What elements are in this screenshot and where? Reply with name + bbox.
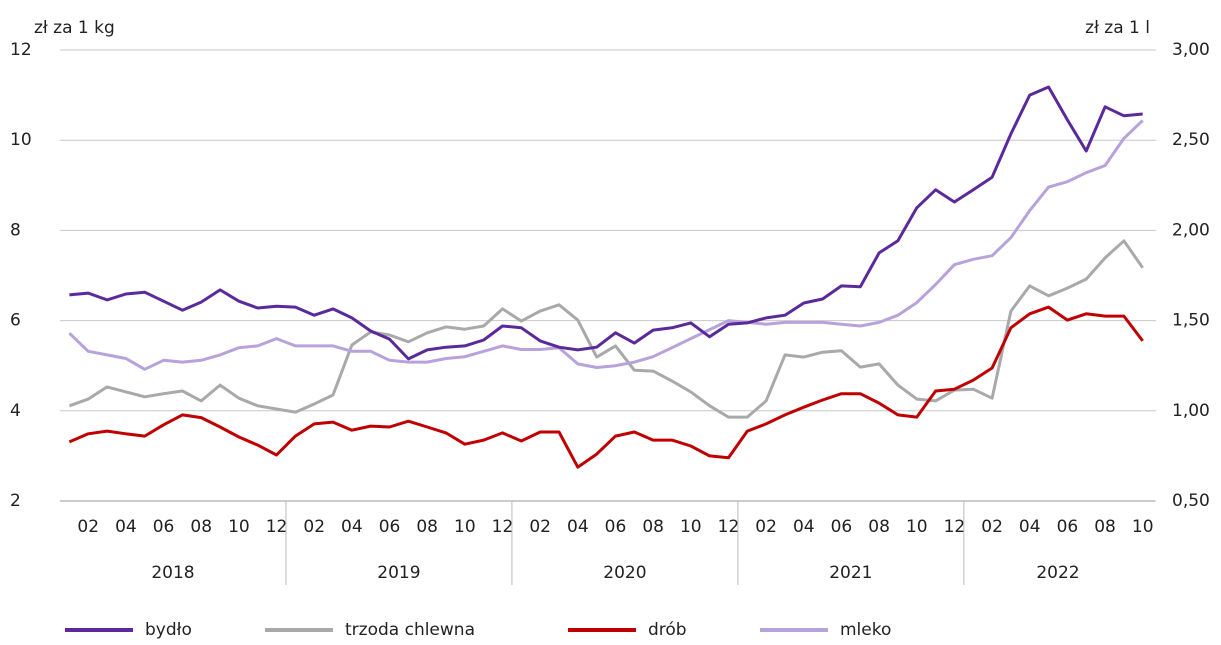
y2-tick-label: 1,00 [1172,401,1210,421]
year-label: 2022 [1036,563,1079,583]
year-label: 2019 [377,563,420,583]
year-label: 2021 [829,563,872,583]
x-tick-label: 10 [680,517,702,537]
year-label: 2020 [603,563,646,583]
legend-label: drób [648,620,687,640]
x-tick-label: 12 [492,517,514,537]
x-tick-label: 06 [831,517,853,537]
x-tick-label: 10 [228,517,250,537]
x-tick-label: 12 [944,517,966,537]
legend-label: trzoda chlewna [345,620,475,640]
x-tick-label: 04 [793,517,815,537]
y-tick-label: 6 [10,311,21,331]
series-line [69,85,1143,361]
y-axis-label: zł za 1 kg [34,18,115,38]
x-tick-label: 02 [755,517,777,537]
y2-axis-label: zł za 1 l [1085,18,1150,38]
x-tick-label: 10 [1132,517,1154,537]
x-tick-label: 06 [605,517,627,537]
x-tick-label: 08 [868,517,890,537]
x-tick-label: 04 [341,517,363,537]
x-tick-label: 02 [981,517,1003,537]
x-tick-label: 04 [115,517,137,537]
y-tick-label: 2 [10,491,21,511]
x-tick-label: 08 [416,517,438,537]
x-tick-label: 12 [718,517,740,537]
x-tick-label: 08 [190,517,212,537]
year-label: 2018 [151,563,194,583]
series-line [68,239,1144,419]
y-tick-label: 8 [10,220,21,240]
legend-label: mleko [840,620,891,640]
y-tick-label: 12 [10,40,32,60]
x-tick-label: 06 [379,517,401,537]
x-tick-label: 02 [303,517,325,537]
series-line [68,305,1144,469]
y2-tick-label: 1,50 [1172,311,1210,331]
x-tick-label: 10 [906,517,928,537]
x-tick-label: 06 [153,517,175,537]
x-tick-label: 08 [1094,517,1116,537]
x-tick-label: 04 [1019,517,1041,537]
x-tick-label: 12 [266,517,288,537]
x-tick-label: 10 [454,517,476,537]
x-tick-label: 02 [529,517,551,537]
y-tick-label: 10 [10,130,32,150]
x-tick-label: 02 [77,517,99,537]
y2-tick-label: 2,00 [1172,220,1210,240]
y2-tick-label: 2,50 [1172,130,1210,150]
series-line [68,119,1144,371]
legend-label: bydło [145,620,192,640]
x-tick-label: 04 [567,517,589,537]
y2-tick-label: 3,00 [1172,40,1210,60]
y-tick-label: 4 [10,401,21,421]
x-tick-label: 08 [642,517,664,537]
x-tick-label: 06 [1057,517,1079,537]
y2-tick-label: 0,50 [1172,491,1210,511]
